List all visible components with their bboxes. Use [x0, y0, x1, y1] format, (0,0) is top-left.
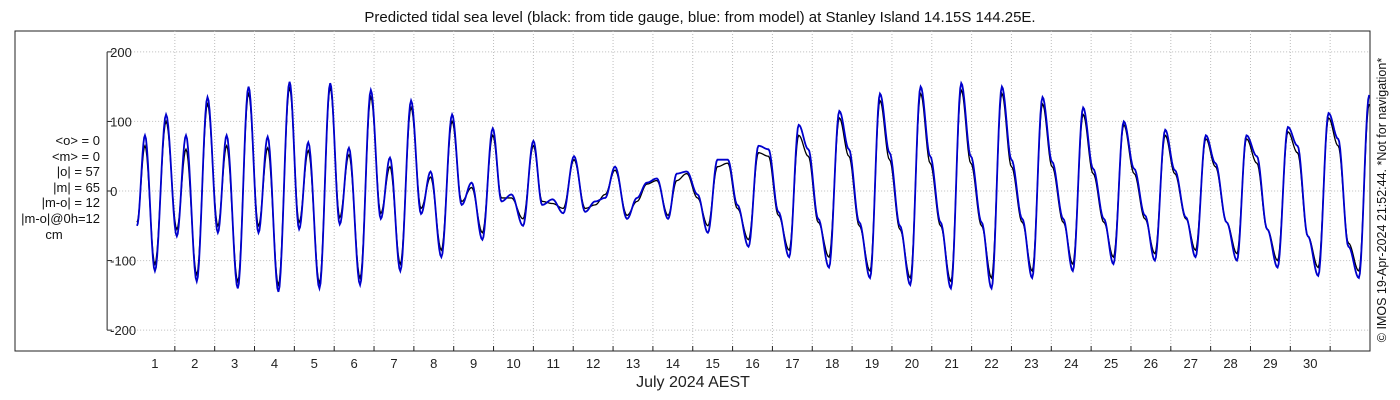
x-tick-label: 3 — [231, 356, 238, 371]
x-tick-label: 29 — [1263, 356, 1277, 371]
x-tick-label: 16 — [745, 356, 759, 371]
chart-title: Predicted tidal sea level (black: from t… — [364, 9, 1036, 26]
x-axis-label: July 2024 AEST — [636, 374, 750, 391]
x-tick-label: 21 — [944, 356, 958, 371]
x-tick-label: 27 — [1183, 356, 1197, 371]
x-tick-label: 7 — [390, 356, 397, 371]
x-tick-label: 26 — [1144, 356, 1158, 371]
x-tick-label: 2 — [191, 356, 198, 371]
x-tick-label: 25 — [1104, 356, 1118, 371]
x-tick-label: 18 — [825, 356, 839, 371]
x-tick-label: 24 — [1064, 356, 1078, 371]
x-tick-label: 28 — [1223, 356, 1237, 371]
stat-mean-obs: <o> = 0 — [55, 133, 100, 148]
x-tick-label: 14 — [666, 356, 680, 371]
stats-panel: <o> = 0 <m> = 0 |o| = 57 |m| = 65 |m-o| … — [8, 133, 100, 242]
stat-abs-model: |m| = 65 — [53, 179, 100, 195]
x-tick-label: 20 — [905, 356, 919, 371]
x-tick-label: 8 — [430, 356, 437, 371]
x-tick-label: 11 — [547, 356, 561, 371]
stat-unit: cm — [45, 226, 63, 242]
x-tick-label: 22 — [984, 356, 998, 371]
x-tick-label: 17 — [785, 356, 799, 371]
copyright-text: © IMOS 19-Apr-2024 21:52:44. *Not for na… — [1375, 57, 1389, 343]
y-tick-label: 0 — [110, 184, 117, 199]
x-tick-label: 5 — [311, 356, 318, 371]
x-tick-label: 6 — [350, 356, 357, 371]
x-tick-label: 12 — [586, 356, 600, 371]
stat-abs-obs: |o| = 57 — [56, 164, 100, 180]
x-tick-label: 1 — [151, 356, 158, 371]
x-tick-label: 19 — [865, 356, 879, 371]
y-tick-label: -200 — [110, 323, 136, 338]
series-model — [136, 80, 1370, 293]
x-tick-label: 10 — [506, 356, 520, 371]
y-tick-label: 100 — [110, 114, 132, 129]
x-tick-label: 30 — [1303, 356, 1317, 371]
stat-abs-diff-0h: |m-o|@0h=12 — [21, 210, 100, 226]
x-tick-label: 23 — [1024, 356, 1038, 371]
stat-abs-diff: |m-o| = 12 — [41, 195, 100, 211]
stat-mean-model: <m> = 0 — [51, 148, 100, 164]
y-tick-label: -100 — [110, 254, 136, 269]
x-tick-label: 13 — [626, 356, 640, 371]
y-tick-label: 200 — [110, 45, 132, 60]
x-tick-label: 15 — [705, 356, 719, 371]
x-tick-label: 4 — [271, 356, 278, 371]
x-tick-label: 9 — [470, 356, 477, 371]
